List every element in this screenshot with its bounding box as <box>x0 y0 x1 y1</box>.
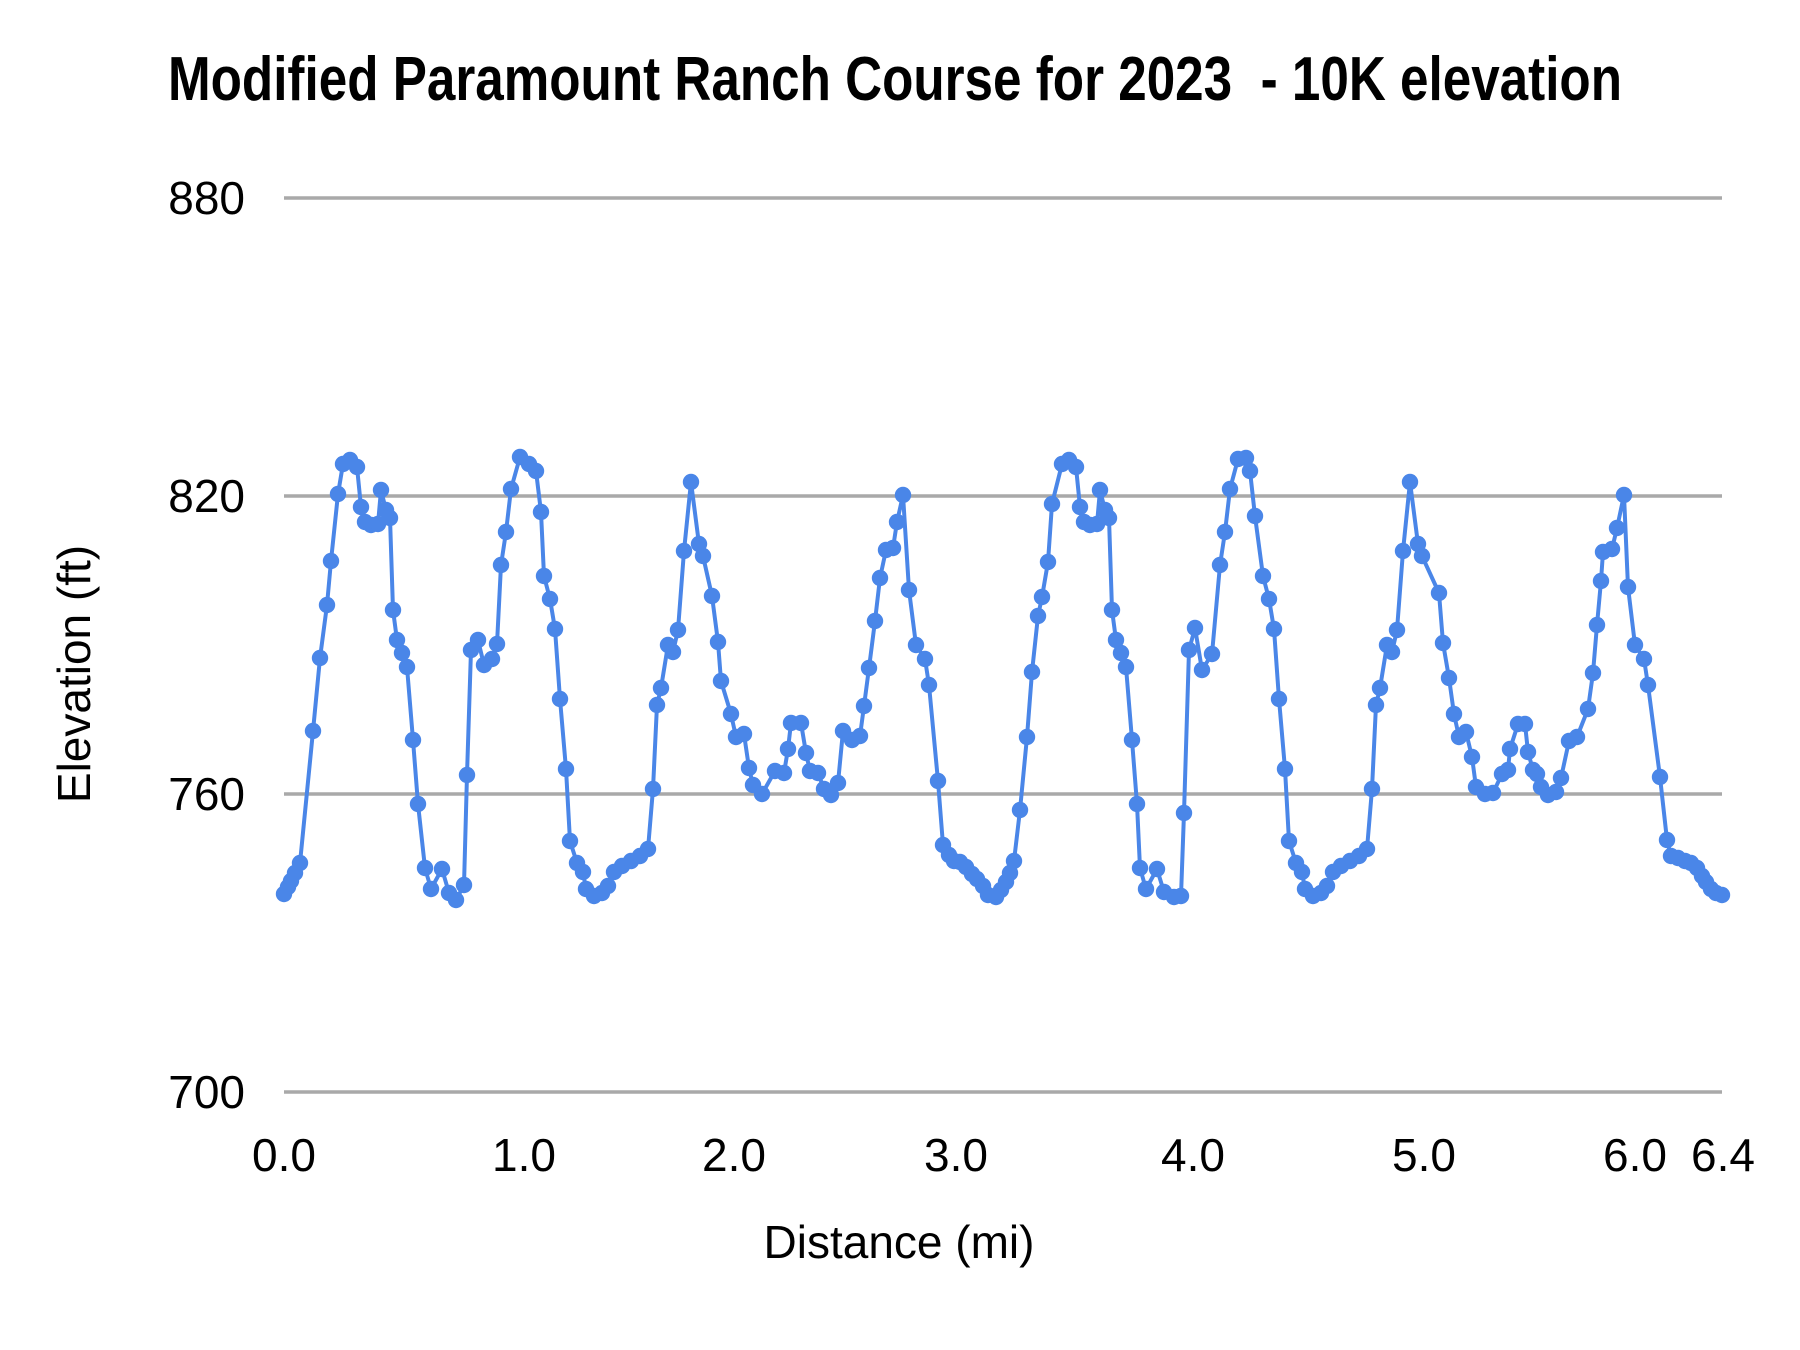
svg-text:5.0: 5.0 <box>1392 1129 1456 1181</box>
svg-text:Elevation (ft): Elevation (ft) <box>48 545 100 803</box>
svg-text:0.0: 0.0 <box>252 1129 316 1181</box>
svg-text:6.4: 6.4 <box>1691 1129 1755 1181</box>
svg-text:Distance (mi): Distance (mi) <box>764 1216 1035 1268</box>
svg-text:2.0: 2.0 <box>702 1129 766 1181</box>
svg-text:6.0: 6.0 <box>1603 1129 1667 1181</box>
svg-text:3.0: 3.0 <box>924 1129 988 1181</box>
svg-text:880: 880 <box>168 172 245 224</box>
svg-text:1.0: 1.0 <box>492 1129 556 1181</box>
svg-text:Modified Paramount Ranch Cours: Modified Paramount Ranch Course for 2023… <box>168 45 1622 114</box>
svg-text:760: 760 <box>168 768 245 820</box>
svg-text:700: 700 <box>168 1066 245 1118</box>
svg-text:820: 820 <box>168 470 245 522</box>
svg-text:4.0: 4.0 <box>1161 1129 1225 1181</box>
